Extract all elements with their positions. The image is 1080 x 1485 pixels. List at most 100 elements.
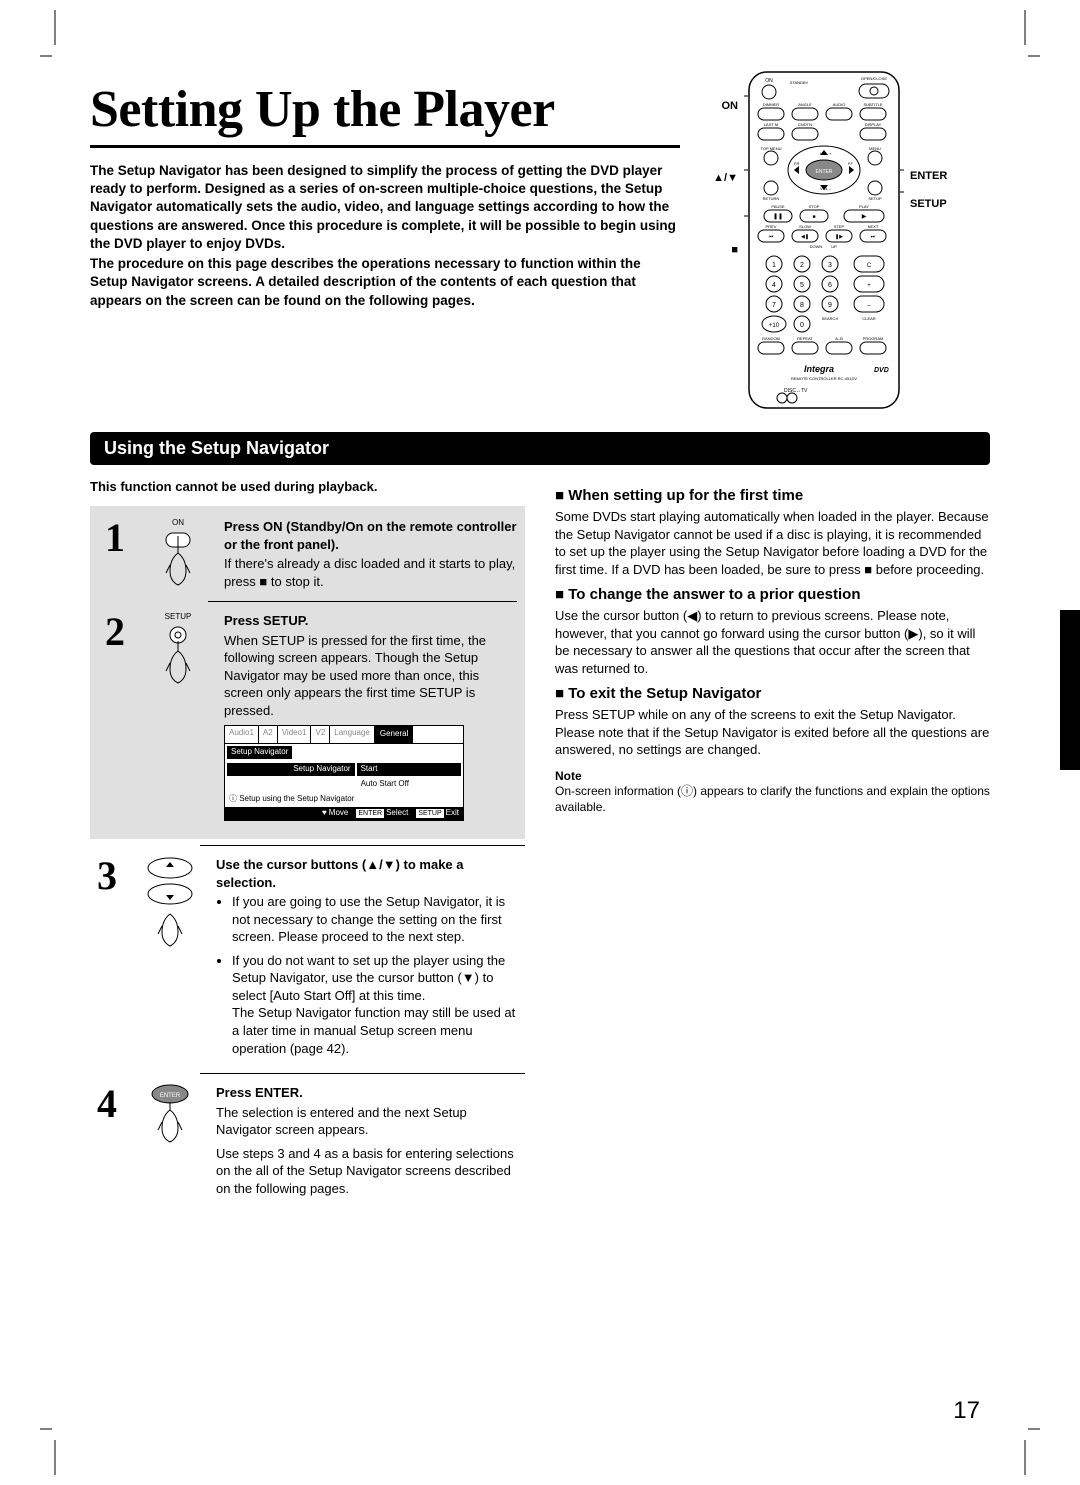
svg-text:◀❚: ◀❚ [801, 234, 809, 240]
step-2: 2 SETUP Press SETUP. When SETUP is press… [98, 608, 517, 831]
remote-svg: ON STANDBY OPEN/CLOSE DIMMER ANGLE AUDIO… [744, 70, 904, 410]
svg-text:SETUP: SETUP [868, 196, 882, 201]
svg-text:STOP: STOP [809, 204, 820, 209]
intro-text: The Setup Navigator has been designed to… [90, 162, 680, 310]
remote-label-enter: ENTER [910, 170, 958, 182]
svg-text:⏭: ⏭ [871, 234, 876, 240]
svg-text:Integra: Integra [804, 364, 834, 374]
step-3-bullet-2: If you do not want to set up the player … [232, 952, 525, 1057]
svg-text:+: + [867, 283, 871, 289]
step-num-1: 1 [98, 518, 132, 591]
svg-text:▶: ▶ [862, 214, 867, 220]
subhead-exit: To exit the Setup Navigator [555, 685, 990, 702]
svg-text:OPEN/CLOSE: OPEN/CLOSE [861, 76, 887, 81]
svg-text:0: 0 [800, 322, 804, 329]
svg-text:DISPLAY: DISPLAY [865, 122, 882, 127]
svg-text:PROGRAM: PROGRAM [863, 336, 884, 341]
right-p1: Some DVDs start playing automatically wh… [555, 508, 990, 578]
svg-text:ON: ON [765, 78, 773, 84]
step-4: 4 ENTER Press ENTER. The selection is en… [90, 1080, 525, 1201]
svg-text:REPEAT: REPEAT [797, 336, 813, 341]
step-2-heading: Press SETUP. [224, 612, 517, 630]
header-row: Setting Up the Player The Setup Navigato… [90, 80, 990, 410]
svg-text:SLOW: SLOW [799, 224, 811, 229]
step-num-2: 2 [98, 612, 132, 827]
note-body: On-screen information (ⓘ) appears to cla… [555, 783, 990, 815]
subhead-change-answer: To change the answer to a prior question [555, 586, 990, 603]
svg-text:C: C [867, 263, 872, 269]
svg-text:2: 2 [800, 262, 804, 269]
svg-text:❚▶: ❚▶ [835, 234, 843, 240]
svg-text:PLAY: PLAY [859, 204, 869, 209]
svg-text:⏮: ⏮ [769, 234, 774, 240]
svg-text:ANGLE: ANGLE [798, 102, 812, 107]
svg-text:DOWN: DOWN [810, 244, 823, 249]
svg-text:PAUSE: PAUSE [771, 204, 785, 209]
svg-text:6: 6 [828, 282, 832, 289]
svg-text:ENTER: ENTER [160, 1093, 181, 1099]
step-1-heading: Press ON (Standby/On on the remote contr… [224, 518, 517, 553]
right-column: When setting up for the first time Some … [555, 479, 990, 1201]
remote-label-on: ON [690, 100, 738, 112]
step-4-body2: Use steps 3 and 4 as a basis for enterin… [216, 1145, 525, 1198]
svg-text:LAST M: LAST M [764, 122, 778, 127]
step-num-3: 3 [90, 856, 124, 1063]
svg-text:DISC↔TV: DISC↔TV [784, 388, 808, 394]
svg-text:9: 9 [828, 302, 832, 309]
svg-text:RETURN: RETURN [763, 196, 780, 201]
svg-text:TOP MENU: TOP MENU [761, 146, 782, 151]
remote-label-arrows: ▲/▼ [690, 172, 738, 184]
step-4-heading: Press ENTER. [216, 1084, 525, 1102]
steps-panel: 1 ON Press ON (Standby/On on the remote … [90, 506, 525, 839]
svg-text:PREV: PREV [766, 224, 777, 229]
svg-text:RANDOM: RANDOM [762, 336, 780, 341]
svg-text:7: 7 [772, 302, 776, 309]
remote-label-stop: ■ [690, 244, 738, 256]
svg-text:8: 8 [800, 302, 804, 309]
svg-text:3: 3 [828, 262, 832, 269]
svg-text:SUBTITLE: SUBTITLE [863, 102, 882, 107]
step-2-icon: SETUP [140, 612, 216, 827]
step-4-body: The selection is entered and the next Se… [216, 1104, 525, 1139]
svg-text:A–B: A–B [835, 336, 843, 341]
svg-text:MENU: MENU [869, 146, 881, 151]
svg-text:4: 4 [772, 282, 776, 289]
remote-diagram: ON ▲/▼ ■ ON STANDBY OPEN/CLOSE DIMMER AN… [690, 70, 990, 410]
page-number: 17 [953, 1397, 980, 1425]
page-title: Setting Up the Player [90, 80, 680, 139]
svg-text:CLEAR: CLEAR [862, 316, 875, 321]
svg-text:AUDIO: AUDIO [833, 102, 846, 107]
svg-text:FF: FF [848, 161, 853, 166]
side-tab [1060, 610, 1080, 770]
step-1-icon: ON [140, 518, 216, 591]
svg-text:5: 5 [800, 282, 804, 289]
svg-text:DVD: DVD [874, 367, 889, 374]
step-3-bullet-1: If you are going to use the Setup Naviga… [232, 893, 525, 946]
svg-text:SEARCH: SEARCH [822, 316, 839, 321]
step-1: 1 ON Press ON (Standby/On on the remote … [98, 514, 517, 595]
playback-note: This function cannot be used during play… [90, 479, 525, 494]
intro-p2: The procedure on this page describes the… [90, 255, 680, 310]
svg-text:UP: UP [831, 244, 837, 249]
step-1-body: If there's already a disc loaded and it … [224, 555, 517, 590]
svg-text:DIMMER: DIMMER [763, 102, 779, 107]
right-p3: Press SETUP while on any of the screens … [555, 706, 990, 759]
svg-text:❚❚: ❚❚ [773, 213, 783, 220]
title-rule [90, 145, 680, 148]
svg-text:REMOTE CONTROLLER RC-451DV: REMOTE CONTROLLER RC-451DV [791, 376, 857, 381]
step-2-body: When SETUP is pressed for the first time… [224, 632, 517, 720]
step-3: 3 Use the cursor buttons (▲/▼) to make a… [90, 852, 525, 1067]
svg-text:CNDTN: CNDTN [798, 122, 812, 127]
step-4-icon: ENTER [132, 1084, 208, 1197]
step-3-icon [132, 856, 208, 1063]
remote-label-setup: SETUP [910, 198, 958, 210]
step-3-heading: Use the cursor buttons (▲/▼) to make a s… [216, 856, 525, 891]
section-bar: Using the Setup Navigator [90, 432, 990, 465]
osd-screenshot: Audio1 A2 Video1 V2 Language General Set… [224, 725, 464, 821]
svg-text:FR: FR [794, 161, 799, 166]
note-head: Note [555, 769, 990, 783]
left-column: This function cannot be used during play… [90, 479, 525, 1201]
svg-text:■: ■ [812, 214, 815, 220]
svg-text:ENTER: ENTER [816, 169, 833, 175]
svg-text:STEP: STEP [834, 224, 845, 229]
